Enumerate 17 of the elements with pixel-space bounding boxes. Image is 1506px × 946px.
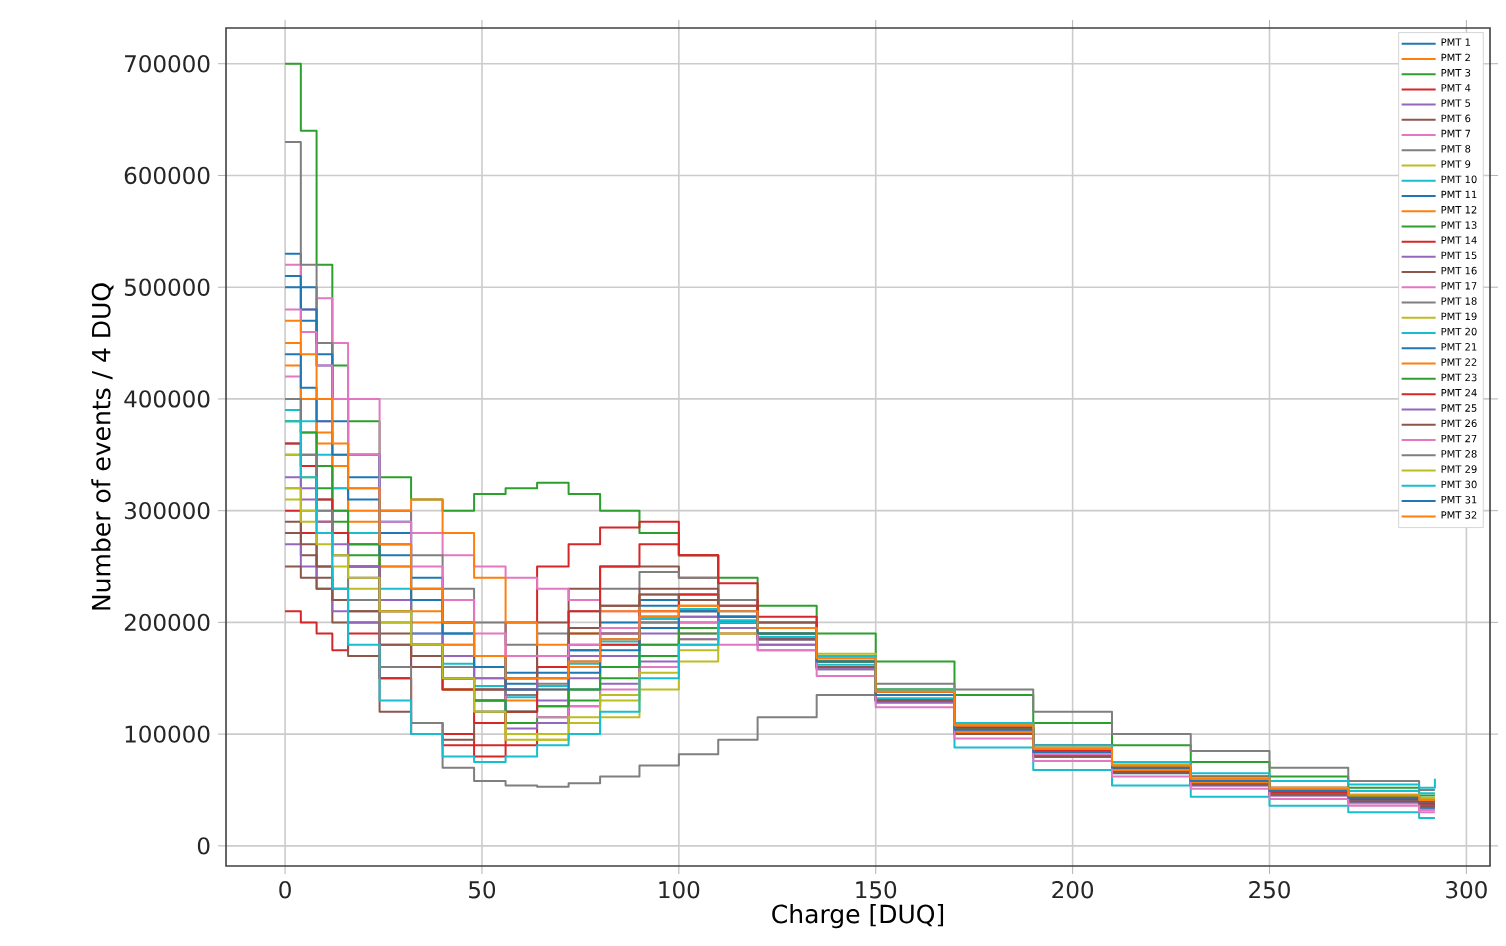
x-tick-label: 50 [469, 881, 496, 899]
x-axis-title: Charge [DUQ] [772, 904, 944, 929]
y-tick-label: 100000 [125, 725, 210, 743]
x-tick-label: 100 [659, 881, 700, 899]
y-tick-label: 700000 [125, 55, 210, 73]
x-tick-label: 250 [1249, 881, 1290, 899]
y-tick-label: 600000 [124, 166, 210, 185]
y-tick-label: 0 [197, 837, 210, 855]
y-axis-title: Number of events / 4 DUQ [91, 283, 114, 610]
y-tick-label: 300000 [124, 501, 210, 520]
y-tick-label: 400000 [124, 390, 210, 408]
x-tick-label: 0 [279, 881, 291, 899]
y-tick-label: 200000 [124, 613, 210, 632]
x-tick-label: 300 [1446, 881, 1487, 899]
x-tick-label: 200 [1052, 881, 1094, 899]
x-tick-label: 150 [856, 881, 897, 899]
y-tick-label: 500000 [124, 278, 210, 296]
